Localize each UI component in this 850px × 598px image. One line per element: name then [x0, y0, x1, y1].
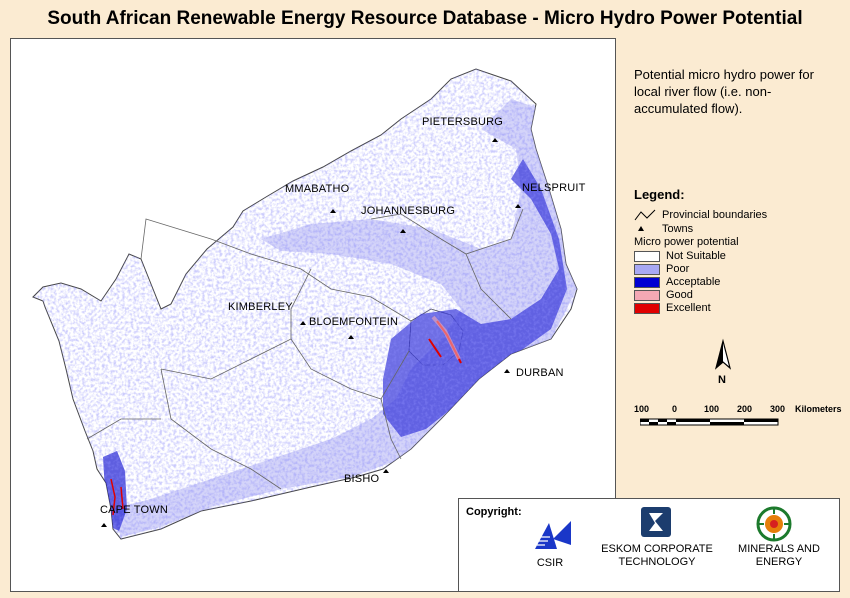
town-label-mmabatho: MMABATHO [285, 183, 350, 195]
scale-bar-graphic [640, 418, 779, 426]
legend-micro-heading: Micro power potential [634, 236, 739, 248]
scale-tick-label: 0 [672, 404, 678, 414]
eskom-org-name: ESKOM CORPORATE TECHNOLOGY [601, 543, 713, 568]
legend-swatch [634, 276, 660, 288]
csir-org-name: CSIR [536, 557, 564, 569]
town-label-bisho: BISHO [344, 473, 380, 485]
legend-boundaries-row: Provincial boundaries [634, 209, 767, 221]
legend-class-label: Acceptable [666, 276, 721, 288]
town-marker-bisho [383, 469, 389, 473]
copyright-label: Copyright: [466, 506, 522, 518]
north-label: N [718, 374, 726, 386]
legend-swatch [634, 263, 660, 275]
scale-tick-label: 200 [737, 404, 753, 414]
legend-swatch [634, 302, 660, 314]
minerals-energy-org-name: MINERALS AND ENERGY [738, 543, 820, 568]
eskom-logo-icon [641, 507, 671, 537]
town-marker-icon [638, 226, 644, 231]
north-arrow-icon [714, 338, 732, 370]
town-marker-mmabatho [330, 209, 336, 213]
map-title: South African Renewable Energy Resource … [47, 8, 803, 29]
legend-class-label: Not Suitable [666, 250, 726, 262]
town-label-johannesburg: JOHANNESBURG [361, 205, 456, 217]
legend-class-row: Poor [634, 263, 689, 275]
scale-tick-label: 300 [770, 404, 786, 414]
legend-towns-label: Towns [662, 223, 694, 235]
scale-unit-label: Kilometers [795, 404, 842, 414]
town-markers [101, 138, 521, 527]
town-marker-johannesburg [400, 229, 406, 233]
legend-class-row: Not Suitable [634, 250, 726, 262]
scale-tick-label: 100 [634, 404, 650, 414]
legend-swatch [634, 289, 660, 301]
csir-logo-icon [535, 521, 571, 549]
minerals-energy-logo-icon [756, 506, 792, 542]
town-label-bloemfontein: BLOEMFONTEIN [309, 316, 399, 328]
provincial-boundaries [86, 208, 524, 490]
town-marker-durban [504, 369, 510, 373]
legend-class-row: Excellent [634, 302, 711, 314]
excellent-zone-cape [110, 478, 124, 516]
map-frame: PIETERSBURG NELSPRUIT MMABATHO JOHANNESB… [10, 38, 616, 592]
legend-class-row: Acceptable [634, 276, 720, 288]
legend-swatch [634, 250, 660, 262]
town-marker-pietersburg [492, 138, 498, 142]
legend-class-label: Poor [666, 263, 690, 275]
scale-tick-label: 100 [704, 404, 720, 414]
legend-towns-row: Towns [634, 223, 693, 235]
legend-class-label: Good [666, 289, 693, 301]
good-zone-drakensberg [431, 315, 461, 360]
town-label-cape-town: CAPE TOWN [100, 504, 169, 516]
town-label-durban: DURBAN [516, 367, 564, 379]
town-label-pietersburg: PIETERSBURG [422, 116, 504, 128]
map-canvas [32, 68, 578, 540]
legend-boundaries-label: Provincial boundaries [662, 209, 768, 221]
town-marker-kimberley [300, 321, 306, 325]
map-description: Potential micro hydro power for local ri… [634, 67, 814, 116]
town-marker-nelspruit [515, 204, 521, 208]
boundary-line-icon [634, 209, 656, 221]
town-label-kimberley: KIMBERLEY [228, 301, 293, 313]
town-label-nelspruit: NELSPRUIT [522, 182, 586, 194]
copyright-box: Copyright: CSIR ESKOM CORPORATE TECHNOLO… [458, 498, 840, 592]
legend-class-row: Good [634, 289, 693, 301]
legend-class-label: Excellent [666, 302, 711, 314]
town-marker-bloemfontein [348, 335, 354, 339]
town-marker-cape-town [101, 523, 107, 527]
legend-title: Legend: [634, 187, 685, 202]
